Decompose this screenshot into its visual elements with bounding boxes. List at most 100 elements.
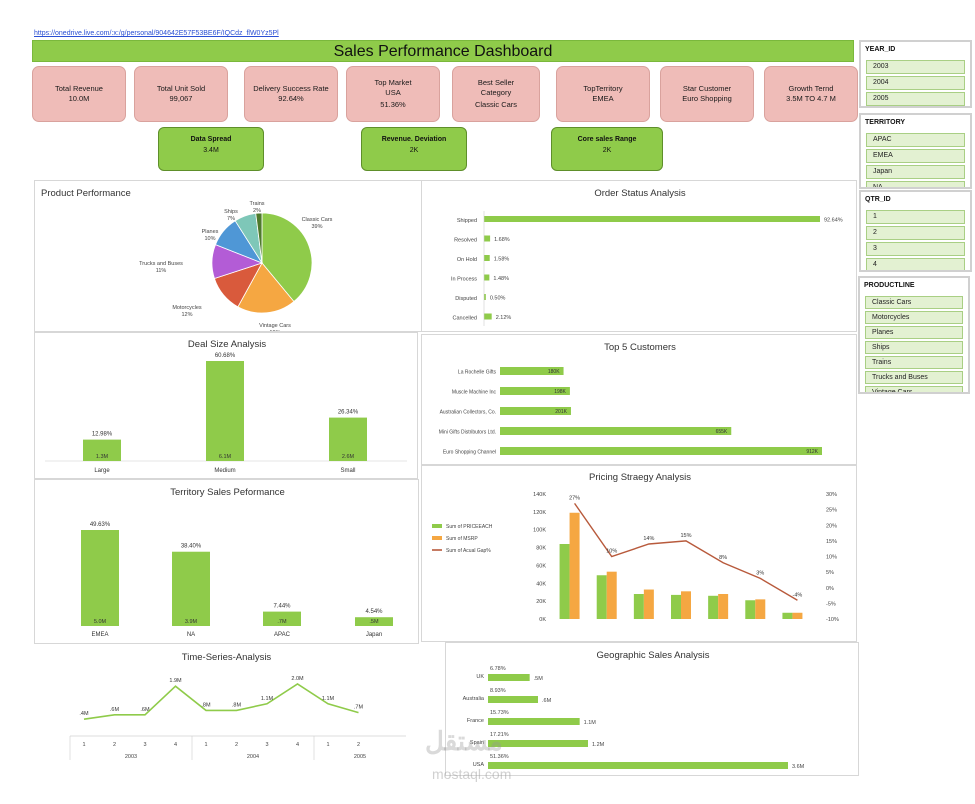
- pricing-legend-label: Sum of Acual Gap%: [446, 548, 491, 554]
- time-series-quarter: 4: [174, 742, 177, 748]
- territory-category-label: EMEA: [91, 632, 108, 638]
- kpi-value: 2K: [409, 147, 419, 154]
- slicer-item-productline[interactable]: Ships: [865, 341, 963, 354]
- time-series-year: 2003: [125, 754, 137, 760]
- qtr-slicer: QTR_ID 1 2 3 4: [859, 190, 972, 272]
- pricing-ytick: 80K: [536, 546, 546, 552]
- order-value-label: 2.12%: [496, 315, 512, 321]
- time-series-quarter: 3: [265, 742, 268, 748]
- slicer-title: TERRITORY: [865, 119, 906, 126]
- slicer-item-year[interactable]: 2003: [866, 60, 965, 74]
- watermark-latin: mostaql.com: [432, 766, 512, 782]
- pricing-ytick: 140K: [533, 492, 546, 498]
- customer-value-label: 655K: [716, 429, 728, 435]
- slicer-item-productline[interactable]: Vintage Cars: [865, 386, 963, 392]
- year-slicer: YEAR_ID 2003 2004 2005: [859, 40, 972, 108]
- time-series-quarter: 1: [82, 742, 85, 748]
- pricing-gap-line: [573, 502, 798, 601]
- slicer-item-territory[interactable]: NA: [866, 181, 965, 187]
- time-series-label: 2.0M: [291, 676, 304, 682]
- deal-size-chart: 12.98% 1.3M Large 60.68% 6.1M Medium 26.34% 2.6…: [45, 353, 407, 474]
- slicer-item-qtr[interactable]: 3: [866, 242, 965, 256]
- kpi-card: Top Market USA 51.36%: [346, 66, 440, 122]
- customer-value-label: 201K: [555, 409, 567, 415]
- geo-pct-label: 51.36%: [490, 754, 509, 760]
- kpi-card: Best Seller Category Classic Cars: [452, 66, 540, 122]
- geographic-panel: Geographic Sales Analysis UK 6.78% .5M Aust…: [445, 642, 859, 776]
- pie-slice-label: Ships: [224, 209, 238, 215]
- slicer-item-productline[interactable]: Trains: [865, 356, 963, 369]
- pie-slice-label: Classic Cars: [302, 217, 333, 223]
- pricing-bar-msrp: [792, 612, 803, 619]
- slicer-item-qtr[interactable]: 4: [866, 258, 965, 270]
- customer-value-label: 198K: [554, 389, 566, 395]
- pie-slice-pct: 2%: [253, 208, 261, 214]
- slicer-item-qtr[interactable]: 2: [866, 226, 965, 240]
- kpi-label: Growth Ternd: [788, 84, 834, 93]
- kpi-card-secondary: Core sales Range 2K: [551, 127, 663, 171]
- pricing-y2tick: 30%: [826, 492, 837, 498]
- slicer-item-territory[interactable]: Japan: [866, 165, 965, 179]
- geo-value-label: 1.1M: [584, 720, 597, 726]
- order-value-label: 92.64%: [824, 218, 843, 224]
- pricing-panel: Pricing Straegy Analysis 140K 120K 100K 80K…: [421, 465, 857, 642]
- pricing-y2tick: 20%: [826, 523, 837, 529]
- pricing-y2tick: 25%: [826, 508, 837, 514]
- slicer-item-territory[interactable]: APAC: [866, 133, 965, 147]
- kpi-value: 3.4M: [203, 147, 219, 154]
- kpi-card-secondary: Data Spread 3.4M: [158, 127, 264, 171]
- territory-pct-label: 7.44%: [273, 604, 291, 610]
- territory-chart: 49.63% 5.0M EMEA 38.40% 3.9M NA 7.44% .7M APAC 4.…: [81, 522, 393, 638]
- customer-bar: [500, 427, 732, 435]
- pricing-legend-label: Sum of MSRP: [446, 536, 478, 542]
- slicer-item-territory[interactable]: EMEA: [866, 149, 965, 163]
- pricing-bar-msrp: [569, 512, 580, 619]
- slicer-item-year[interactable]: 2005: [866, 92, 965, 106]
- time-series-label: .6M: [140, 707, 150, 713]
- territory-bar: [355, 617, 393, 626]
- territory-value-label: .7M: [277, 619, 287, 625]
- customer-name-label: Mini Gifts Distributors Ltd.: [439, 430, 496, 436]
- pricing-gap-label: 14%: [643, 536, 654, 542]
- geo-bar: [488, 696, 538, 703]
- territory-category-label: Japan: [366, 632, 382, 638]
- order-category-label: Resolved: [454, 238, 477, 244]
- slicer-item-qtr[interactable]: 1: [866, 210, 965, 224]
- slicer-item-productline[interactable]: Classic Cars: [865, 296, 963, 309]
- time-series-title: Time-Series-Analysis: [181, 652, 272, 663]
- pricing-bar-priceeach: [559, 544, 570, 619]
- geo-value-label: 1.2M: [592, 742, 605, 748]
- kpi-card: Growth Ternd 3.5M TO 4.7 M: [764, 66, 858, 122]
- pie-slice-label: Vintage Cars: [259, 323, 291, 329]
- customer-name-label: Muscle Machine Inc: [452, 390, 497, 396]
- territory-pct-label: 4.54%: [365, 609, 383, 615]
- pricing-legend-swatch: [432, 536, 442, 540]
- pie-slice-pct: 11%: [156, 268, 167, 274]
- pricing-y2tick: 15%: [826, 539, 837, 545]
- geo-bar: [488, 674, 530, 681]
- territory-pct-label: 38.40%: [181, 544, 202, 550]
- top-customers-panel: Top 5 Customers La Rochelle Gifts 180K Mus…: [421, 334, 857, 465]
- time-series-label: 1.1M: [322, 696, 335, 702]
- slicer-item-productline[interactable]: Trucks and Buses: [865, 371, 963, 384]
- territory-value-label: 3.9M: [185, 619, 198, 625]
- pricing-gap-label: 15%: [680, 533, 691, 539]
- order-bar: [484, 313, 492, 320]
- kpi-label: Delivery Success Rate: [253, 84, 329, 93]
- customer-bar: [500, 447, 822, 455]
- slicer-item-productline[interactable]: Motorcycles: [865, 311, 963, 324]
- geo-pct-label: 17.21%: [490, 732, 509, 738]
- slicer-item-productline[interactable]: Planes: [865, 326, 963, 339]
- geo-country-label: Spain: [470, 740, 484, 746]
- product-performance-title: Product Performance: [41, 188, 131, 199]
- watermark-arabic: مستقل: [425, 726, 503, 756]
- onedrive-link[interactable]: https://onedrive.live.com/:x:/g/personal…: [34, 30, 279, 37]
- slicer-item-year[interactable]: 2004: [866, 76, 965, 90]
- kpi-label: Best Seller: [477, 78, 515, 87]
- pricing-bar-msrp: [606, 571, 617, 619]
- pricing-bar-msrp: [681, 591, 691, 619]
- kpi-value: EMEA: [592, 94, 614, 103]
- pie-slice-pct: 12%: [181, 312, 192, 318]
- pie-slice: [237, 262, 295, 314]
- pie-slice-pct: 10%: [204, 236, 215, 242]
